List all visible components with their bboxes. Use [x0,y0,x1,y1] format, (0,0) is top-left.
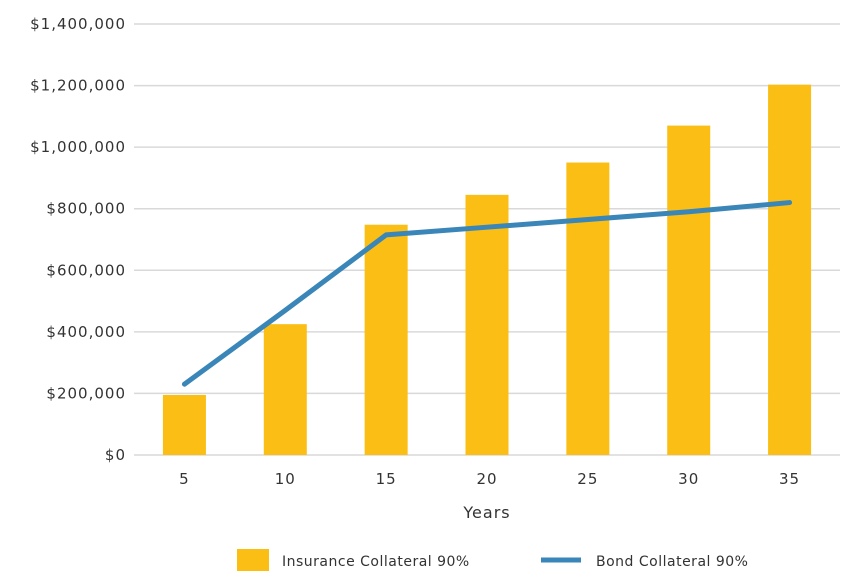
x-tick-label: 5 [179,470,190,488]
bar-insurance-5 [162,394,206,455]
x-axis-title: Years [462,503,510,522]
bar-insurance-15 [364,224,408,455]
legend-swatch-insurance [237,549,269,571]
y-tick-label: $1,400,000 [30,15,126,33]
line-series [181,200,793,387]
bar-insurance-20 [465,194,509,455]
y-tick-label: $600,000 [46,261,126,279]
bar-insurance-25 [566,162,610,456]
x-tick-label: 20 [476,470,497,488]
x-tick-label: 35 [779,470,800,488]
bar-insurance-30 [667,125,711,455]
y-tick-label: $400,000 [46,323,126,341]
legend-label-bond: Bond Collateral 90% [596,554,748,570]
y-tick-label: $1,000,000 [30,138,126,156]
y-axis-ticks: $0 $200,000 $400,000 $600,000 $800,000 $1,000… [30,15,126,464]
legend: Insurance Collateral 90% Bond Collateral… [237,549,748,571]
legend-label-insurance: Insurance Collateral 90% [282,554,470,570]
bar-series [162,84,812,456]
bar-insurance-35 [768,84,812,455]
x-tick-label: 25 [577,470,598,488]
y-tick-label: $200,000 [46,384,126,402]
y-tick-label: $800,000 [46,200,126,218]
x-tick-label: 10 [275,470,296,488]
y-tick-label: $1,200,000 [30,77,126,95]
x-axis-ticks: 5 10 15 20 25 30 35 [179,470,800,488]
x-tick-label: 15 [376,470,397,488]
y-tick-label: $0 [105,446,126,464]
bar-insurance-10 [263,324,307,455]
x-tick-label: 30 [678,470,699,488]
